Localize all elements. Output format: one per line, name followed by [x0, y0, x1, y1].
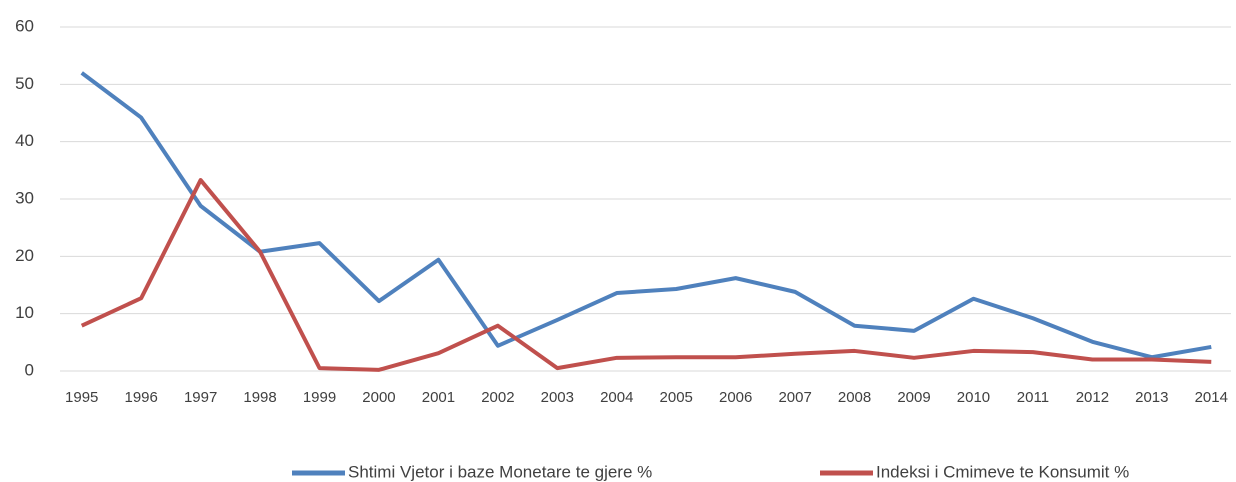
x-tick-label: 1995: [65, 389, 98, 406]
x-tick-label: 2010: [957, 389, 990, 406]
x-tick-label: 2004: [600, 389, 633, 406]
y-tick-label: 30: [15, 188, 34, 207]
x-tick-label: 2011: [1017, 389, 1049, 406]
y-tick-label: 0: [25, 360, 34, 379]
x-tick-label: 2013: [1135, 389, 1168, 406]
y-tick-label: 40: [15, 131, 34, 150]
x-tick-label: 1997: [184, 389, 217, 406]
line-series: [80, 178, 1212, 372]
x-tick-label: 2006: [719, 389, 752, 406]
x-tick-label: 2000: [362, 389, 395, 406]
x-tick-label: 2012: [1076, 389, 1109, 406]
y-tick-label: 20: [15, 246, 34, 265]
legend-label: Shtimi Vjetor i baze Monetare te gjere %: [348, 462, 652, 481]
x-tick-label: 1996: [124, 389, 157, 406]
x-tick-label: 2001: [422, 389, 455, 406]
x-tick-label: 1999: [303, 389, 336, 406]
x-tick-label: 2007: [778, 389, 811, 406]
y-tick-label: 60: [15, 16, 34, 35]
x-tick-label: 2002: [481, 389, 514, 406]
y-tick-label: 10: [15, 303, 34, 322]
x-tick-label: 2003: [541, 389, 574, 406]
x-tick-label: 2009: [897, 389, 930, 406]
x-tick-label: 2005: [660, 389, 693, 406]
y-tick-label: 50: [15, 74, 34, 93]
line-series: [80, 71, 1212, 360]
legend-label: Indeksi i Cmimeve te Konsumit %: [876, 462, 1129, 481]
x-tick-label: 2014: [1195, 389, 1228, 406]
x-tick-label: 2008: [838, 389, 871, 406]
x-tick-label: 1998: [243, 389, 276, 406]
